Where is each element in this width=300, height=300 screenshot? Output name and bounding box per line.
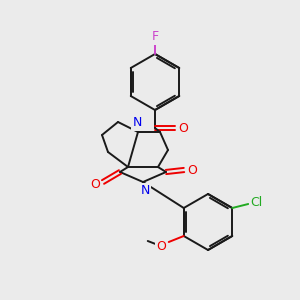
Text: N: N (132, 116, 142, 130)
Text: O: O (178, 122, 188, 134)
Text: O: O (187, 164, 197, 176)
Text: F: F (152, 31, 159, 44)
Text: Cl: Cl (250, 196, 262, 208)
Text: O: O (156, 239, 166, 253)
Text: N: N (140, 184, 150, 196)
Text: O: O (90, 178, 100, 190)
